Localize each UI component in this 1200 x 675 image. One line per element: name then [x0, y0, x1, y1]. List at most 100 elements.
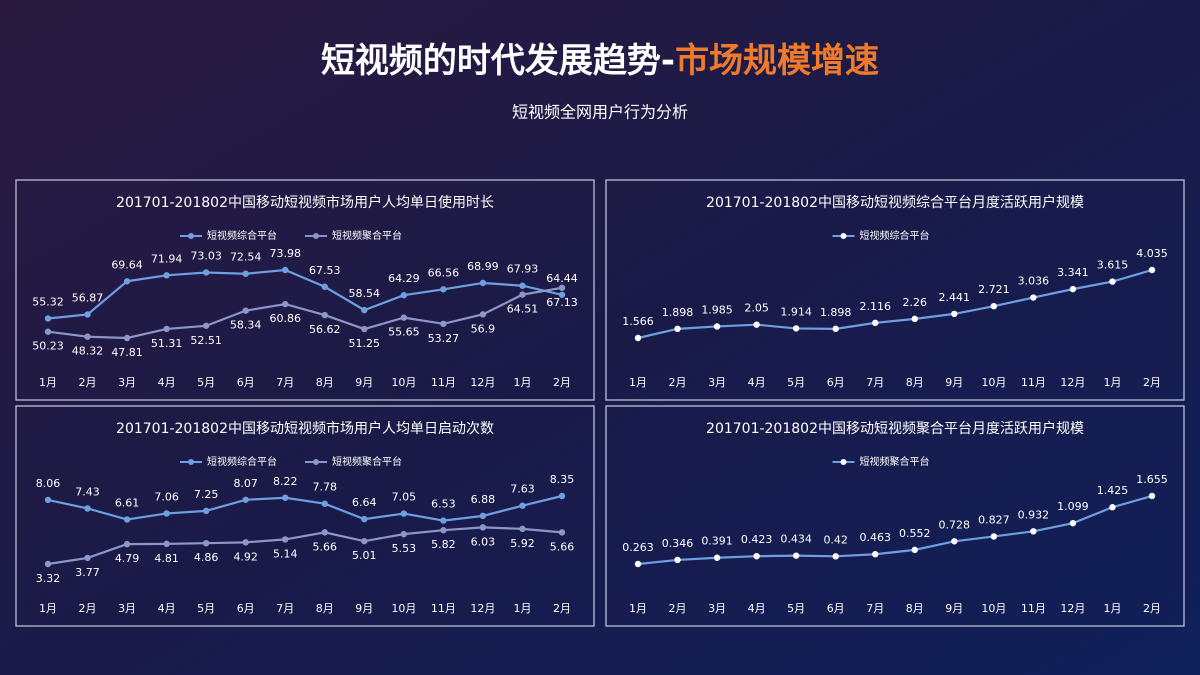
x-tick-label: 2月	[669, 602, 687, 615]
data-point	[558, 492, 566, 500]
x-tick-label: 11月	[431, 376, 456, 389]
data-point	[202, 269, 210, 276]
data-label: 50.23	[32, 340, 64, 353]
data-label: 6.61	[115, 497, 140, 510]
data-point	[1030, 528, 1037, 535]
data-point	[753, 321, 760, 328]
data-label: 56.9	[471, 322, 496, 335]
x-tick-label: 2月	[669, 376, 687, 389]
x-tick-label: 12月	[470, 602, 495, 615]
data-point	[911, 546, 918, 554]
x-tick-label: 9月	[945, 376, 963, 389]
data-label: 7.06	[154, 490, 179, 503]
x-tick-label: 2月	[79, 602, 97, 615]
data-point	[400, 314, 408, 321]
legend-label: 短视频聚合平台	[332, 455, 402, 468]
x-tick-label: 10月	[981, 602, 1006, 615]
data-label: 66.56	[428, 266, 460, 279]
data-point	[440, 517, 447, 524]
data-point	[558, 291, 566, 298]
data-point	[911, 315, 918, 323]
x-tick-label: 2月	[1143, 376, 1161, 389]
data-label: 51.25	[349, 337, 381, 350]
data-label: 6.64	[352, 496, 377, 509]
data-point	[321, 283, 328, 290]
x-tick-label: 12月	[470, 376, 495, 389]
x-tick-label: 4月	[748, 602, 766, 615]
x-tick-label: 2月	[553, 376, 571, 389]
data-label: 0.552	[899, 527, 931, 540]
data-label: 2.721	[978, 283, 1010, 296]
x-tick-label: 3月	[118, 376, 136, 389]
data-label: 48.32	[72, 345, 104, 358]
legend-label: 短视频聚合平台	[860, 455, 930, 468]
data-point	[1148, 266, 1156, 274]
legend-label: 短视频聚合平台	[332, 229, 402, 242]
data-point	[832, 553, 839, 560]
data-point	[44, 315, 52, 322]
legend-marker	[188, 233, 194, 239]
data-point	[479, 524, 487, 531]
data-point	[1069, 285, 1077, 293]
data-label: 53.27	[428, 332, 460, 345]
data-label: 2.05	[744, 302, 769, 315]
data-point	[361, 515, 368, 523]
x-tick-label: 11月	[1021, 602, 1046, 615]
data-point	[202, 322, 210, 329]
legend-marker	[313, 459, 319, 465]
title-highlight: 市场规模增速	[675, 41, 879, 81]
data-label: 0.391	[701, 535, 733, 548]
data-point	[713, 323, 721, 330]
data-label: 1.914	[780, 305, 812, 318]
data-point	[990, 533, 998, 540]
x-tick-label: 4月	[748, 376, 766, 389]
data-point	[558, 284, 566, 291]
data-label: 0.728	[939, 518, 971, 531]
data-label: 5.66	[313, 540, 338, 553]
data-label: 7.78	[313, 481, 338, 494]
legend-marker	[188, 459, 194, 465]
data-point	[872, 319, 879, 327]
data-point	[519, 502, 526, 509]
data-label: 60.86	[269, 312, 301, 325]
title: 短视频的时代发展趋势-市场规模增速	[321, 41, 879, 81]
data-point	[400, 530, 408, 538]
data-label: 4.79	[115, 552, 140, 565]
data-point	[202, 539, 210, 547]
x-tick-label: 4月	[158, 376, 176, 389]
data-label: 3.615	[1097, 259, 1129, 272]
data-label: 0.932	[1018, 508, 1050, 521]
x-tick-label: 8月	[316, 602, 334, 615]
series-line	[47, 286, 563, 340]
data-point	[479, 512, 487, 520]
data-label: 2.26	[903, 296, 928, 309]
data-label: 6.03	[471, 535, 496, 548]
legend-marker	[313, 233, 319, 239]
data-point	[84, 311, 91, 318]
data-point	[1109, 278, 1116, 285]
x-tick-label: 9月	[355, 376, 373, 389]
data-label: 5.01	[352, 549, 377, 562]
data-label: 3.036	[1018, 275, 1050, 288]
x-tick-label: 5月	[787, 602, 805, 615]
x-tick-label: 6月	[237, 602, 255, 615]
data-label: 8.07	[233, 477, 258, 490]
panel	[605, 179, 1185, 401]
data-label: 67.13	[546, 296, 578, 309]
data-point	[361, 325, 368, 333]
data-point	[558, 529, 566, 536]
data-point	[792, 552, 800, 559]
data-label: 52.51	[190, 334, 222, 347]
data-point	[832, 325, 839, 333]
data-point	[479, 311, 487, 318]
data-point	[242, 496, 249, 503]
x-tick-label: 1月	[39, 602, 57, 615]
data-label: 56.62	[309, 323, 341, 336]
data-label: 73.98	[269, 247, 301, 260]
data-label: 7.25	[194, 488, 219, 501]
data-point	[84, 333, 91, 340]
data-label: 0.263	[622, 541, 654, 554]
data-point	[1069, 519, 1077, 527]
data-point	[123, 516, 131, 523]
